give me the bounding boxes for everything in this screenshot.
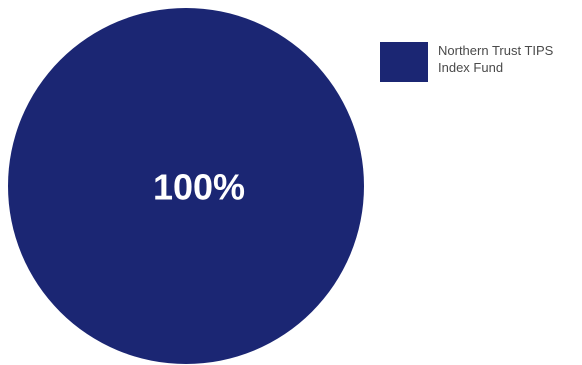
- pie-slices: [8, 8, 364, 364]
- pie-slice-0: [8, 8, 364, 364]
- legend: Northern Trust TIPS Index Fund: [380, 42, 578, 82]
- legend-label-northern-trust-tips: Northern Trust TIPS Index Fund: [438, 43, 554, 75]
- slice-label-northern-trust-tips: 100%: [153, 167, 245, 208]
- legend-swatch-northern-trust-tips: [380, 42, 428, 82]
